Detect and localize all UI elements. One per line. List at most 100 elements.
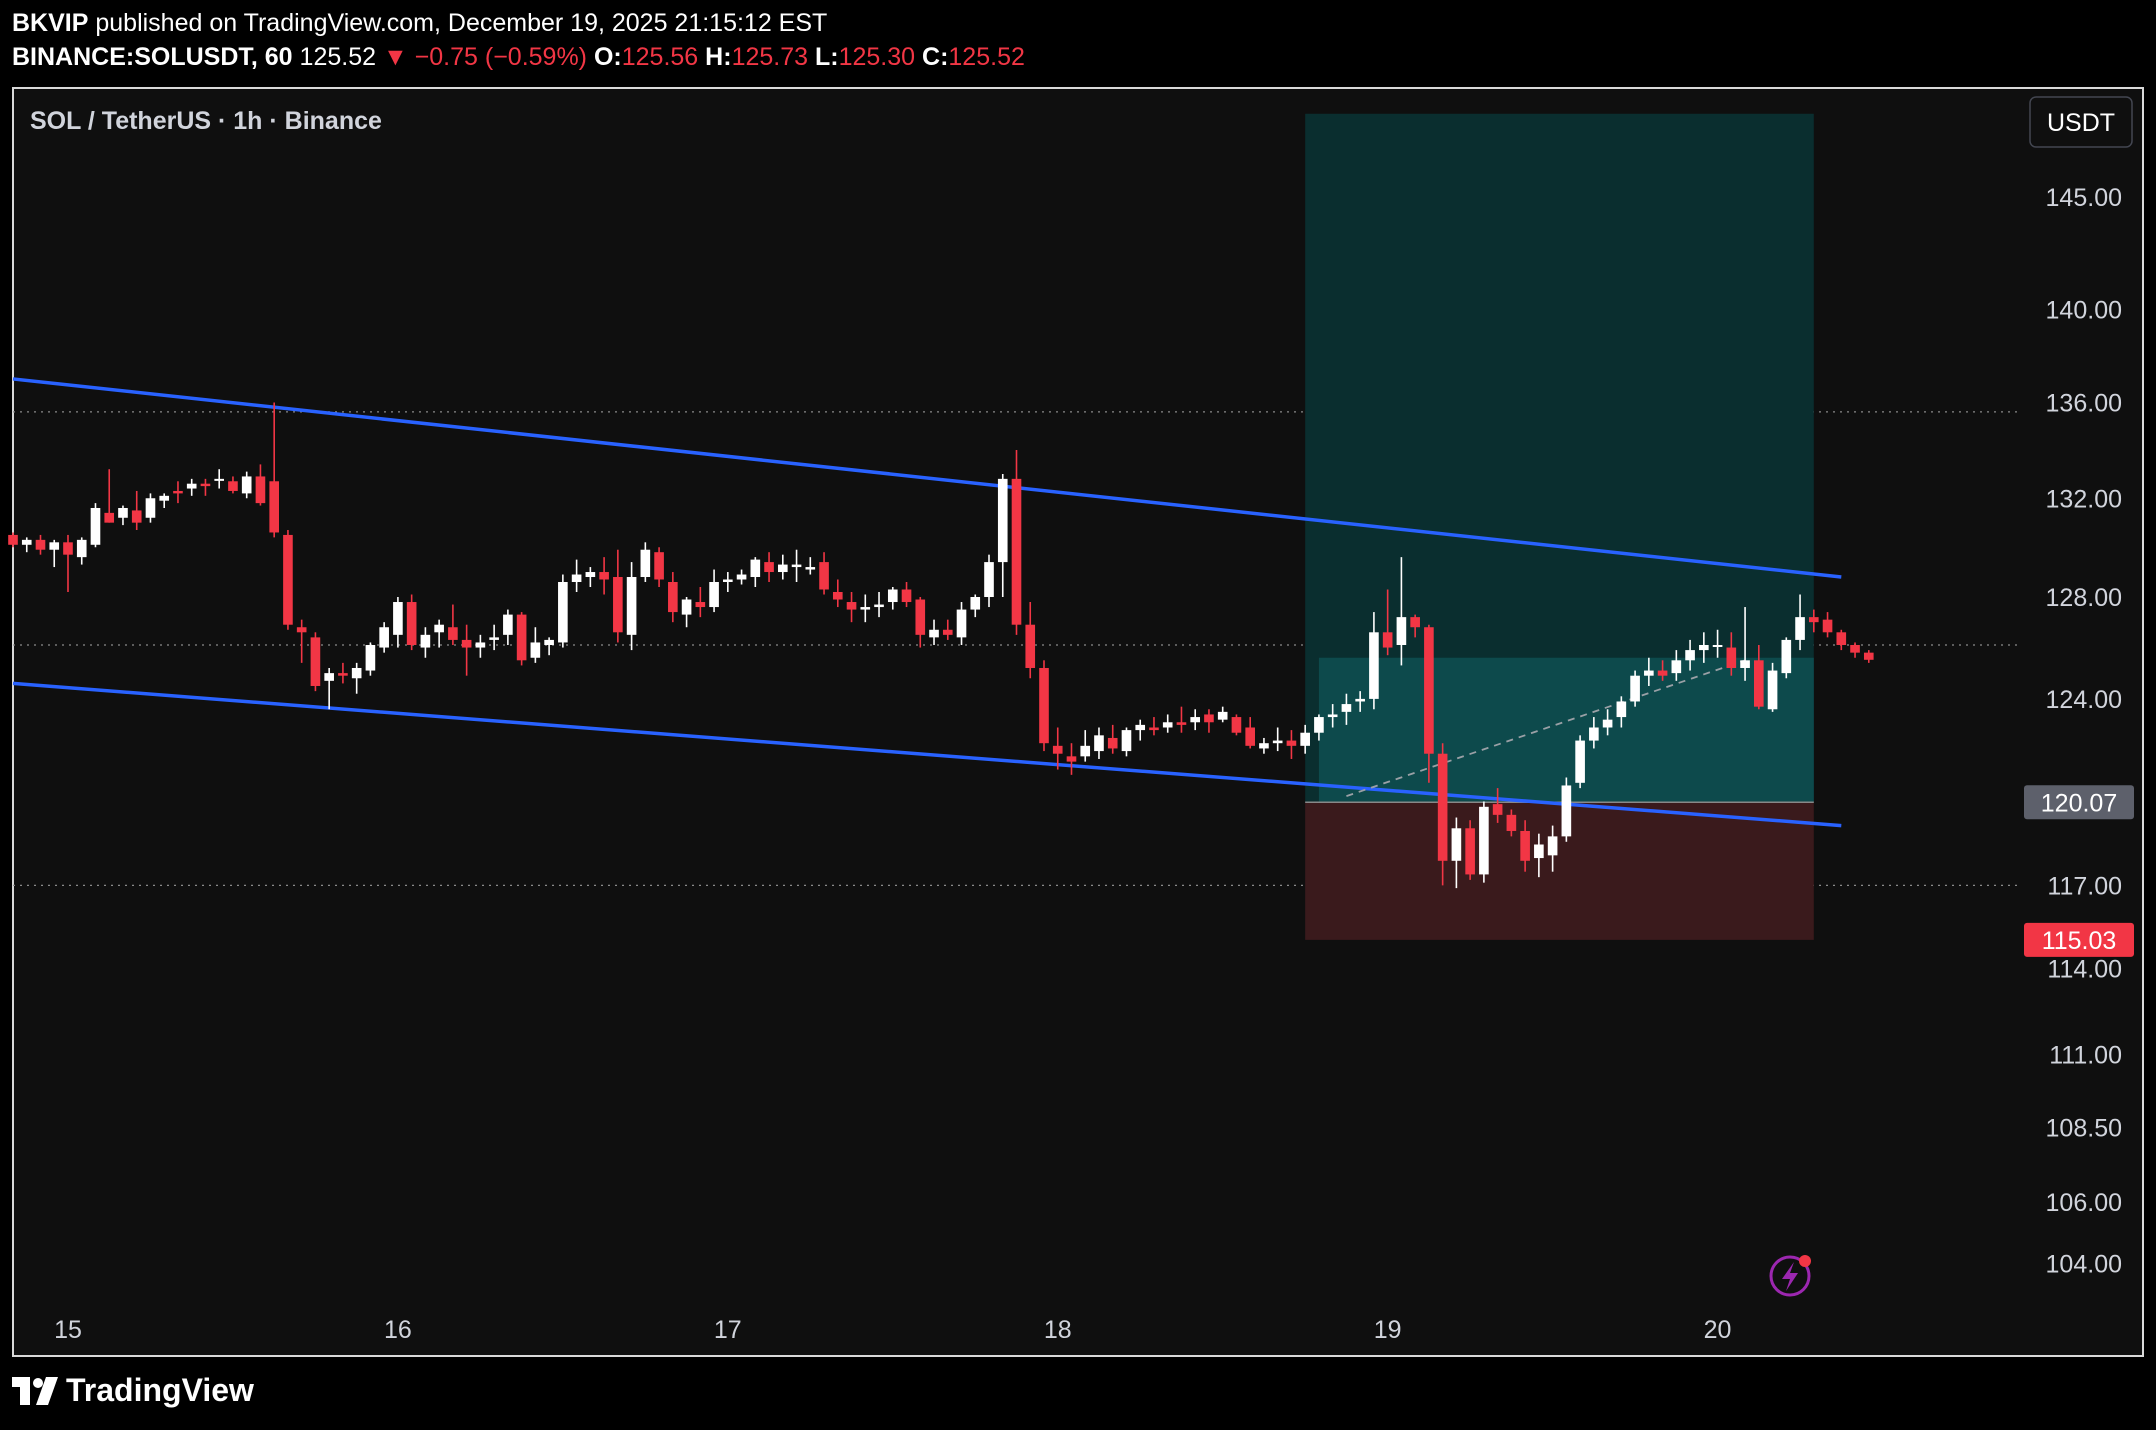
- candle-body: [901, 589, 912, 603]
- currency-label[interactable]: USDT: [2047, 109, 2115, 137]
- candle-body: [1657, 670, 1668, 676]
- candle-body: [1066, 756, 1077, 762]
- dashed-trend-line: [1346, 659, 1746, 797]
- loss-zone: [1305, 802, 1814, 940]
- candle-body: [984, 562, 994, 598]
- open-label: O:: [593, 43, 622, 71]
- candle-body: [764, 562, 774, 573]
- candle-body: [8, 534, 18, 545]
- x-tick-label: 19: [1374, 1316, 1402, 1344]
- candle-body: [489, 637, 499, 640]
- candlestick-chart[interactable]: 145.00 140.00 136.00 132.00 128.00 124.00 117.…: [0, 0, 2156, 1360]
- candle-body: [942, 629, 953, 635]
- change-down-icon: ▼: [382, 43, 408, 71]
- candle-body: [1149, 727, 1159, 731]
- candle-body: [613, 577, 623, 633]
- published-text: published on TradingView.com, December 1…: [95, 9, 828, 37]
- price-badge-label: 115.03: [2042, 927, 2117, 955]
- candle-body: [118, 507, 128, 518]
- candle-body: [351, 667, 362, 679]
- candle-body: [887, 589, 898, 603]
- candle-body: [228, 481, 238, 491]
- candle-body: [1135, 724, 1146, 731]
- candle-body: [1850, 645, 1860, 653]
- candle-body: [49, 542, 60, 550]
- candle-body: [736, 574, 747, 580]
- high-value: 125.73: [731, 43, 809, 71]
- candle-body: [1314, 717, 1324, 733]
- y-tick-label: 140.00: [2046, 296, 2122, 324]
- candle-body: [1396, 617, 1407, 646]
- candle-body: [379, 627, 389, 648]
- candle-body: [1052, 745, 1063, 754]
- channel-lower-line: [12, 681, 1842, 828]
- candle-body: [406, 602, 417, 646]
- candle-body: [269, 481, 279, 533]
- candle-body: [1767, 670, 1778, 710]
- candle-body: [1781, 639, 1792, 674]
- candle-body: [530, 642, 541, 658]
- candle-body: [654, 552, 664, 580]
- candle-body: [1025, 624, 1036, 668]
- candle-body: [681, 599, 692, 615]
- candle-body: [63, 542, 73, 555]
- publisher-name[interactable]: BKVIP: [12, 9, 89, 37]
- candle-body: [1492, 804, 1503, 815]
- candle-body: [1327, 714, 1338, 718]
- candle-body: [1355, 698, 1365, 702]
- candle-body: [1259, 743, 1269, 749]
- tradingview-logo[interactable]: TradingView: [12, 1372, 254, 1409]
- candle-body: [1341, 704, 1352, 712]
- candle-body: [434, 624, 444, 633]
- candle-body: [503, 614, 513, 635]
- candle-body: [104, 512, 115, 523]
- currency-button[interactable]: USDT: [2029, 96, 2133, 148]
- price-badges: 120.07 115.03: [2024, 785, 2134, 957]
- candle-body: [21, 539, 32, 545]
- candle-body: [846, 602, 857, 610]
- candle-body: [1162, 722, 1173, 728]
- symbol-line: BINANCE:SOLUSDT, 60 125.52 ▼ −0.75 (−0.5…: [12, 40, 1025, 74]
- chart-frame: [12, 87, 2144, 1357]
- y-tick-label: 111.00: [2049, 1041, 2122, 1069]
- tradingview-brand: TradingView: [66, 1372, 254, 1408]
- candle-body: [1602, 719, 1613, 728]
- candle-body: [1245, 727, 1256, 746]
- y-tick-label: 124.00: [2046, 686, 2122, 714]
- publish-line: BKVIP published on TradingView.com, Dece…: [12, 6, 1025, 40]
- candle-body: [475, 642, 486, 648]
- candle-body: [283, 534, 293, 625]
- candle-body: [860, 607, 871, 610]
- candle-body: [626, 577, 637, 635]
- candle-body: [1094, 735, 1104, 752]
- candle-body: [571, 574, 582, 582]
- candle-body: [461, 639, 472, 648]
- position-zones: [1305, 113, 1814, 940]
- low-value: 125.30: [838, 43, 916, 71]
- candle-body: [723, 579, 733, 582]
- symbol-name[interactable]: BINANCE:SOLUSDT, 60: [12, 43, 293, 71]
- candle-body: [338, 673, 348, 676]
- candle-body: [159, 495, 170, 501]
- candle-body: [448, 627, 458, 640]
- candle-body: [76, 539, 87, 558]
- y-tick-label: 108.50: [2046, 1114, 2122, 1142]
- candle-body: [1561, 785, 1572, 837]
- candle-body: [1080, 745, 1091, 757]
- candle-body: [1286, 740, 1297, 746]
- candle-body: [709, 581, 719, 608]
- candle-body: [1300, 732, 1310, 746]
- lightning-icon[interactable]: [1769, 1255, 1811, 1297]
- y-tick-label: 128.00: [2046, 584, 2122, 612]
- low-label: L:: [814, 43, 839, 71]
- candle-body: [1795, 617, 1805, 640]
- candle-body: [832, 591, 843, 600]
- candle-body: [310, 637, 321, 686]
- candle-body: [997, 478, 1008, 563]
- candle-body: [1039, 667, 1049, 744]
- candle-body: [393, 602, 403, 635]
- y-tick-label: 132.00: [2046, 485, 2122, 513]
- candle-body: [1479, 806, 1489, 875]
- price-change: −0.75 (−0.59%): [414, 43, 588, 71]
- candle-body: [1410, 617, 1420, 628]
